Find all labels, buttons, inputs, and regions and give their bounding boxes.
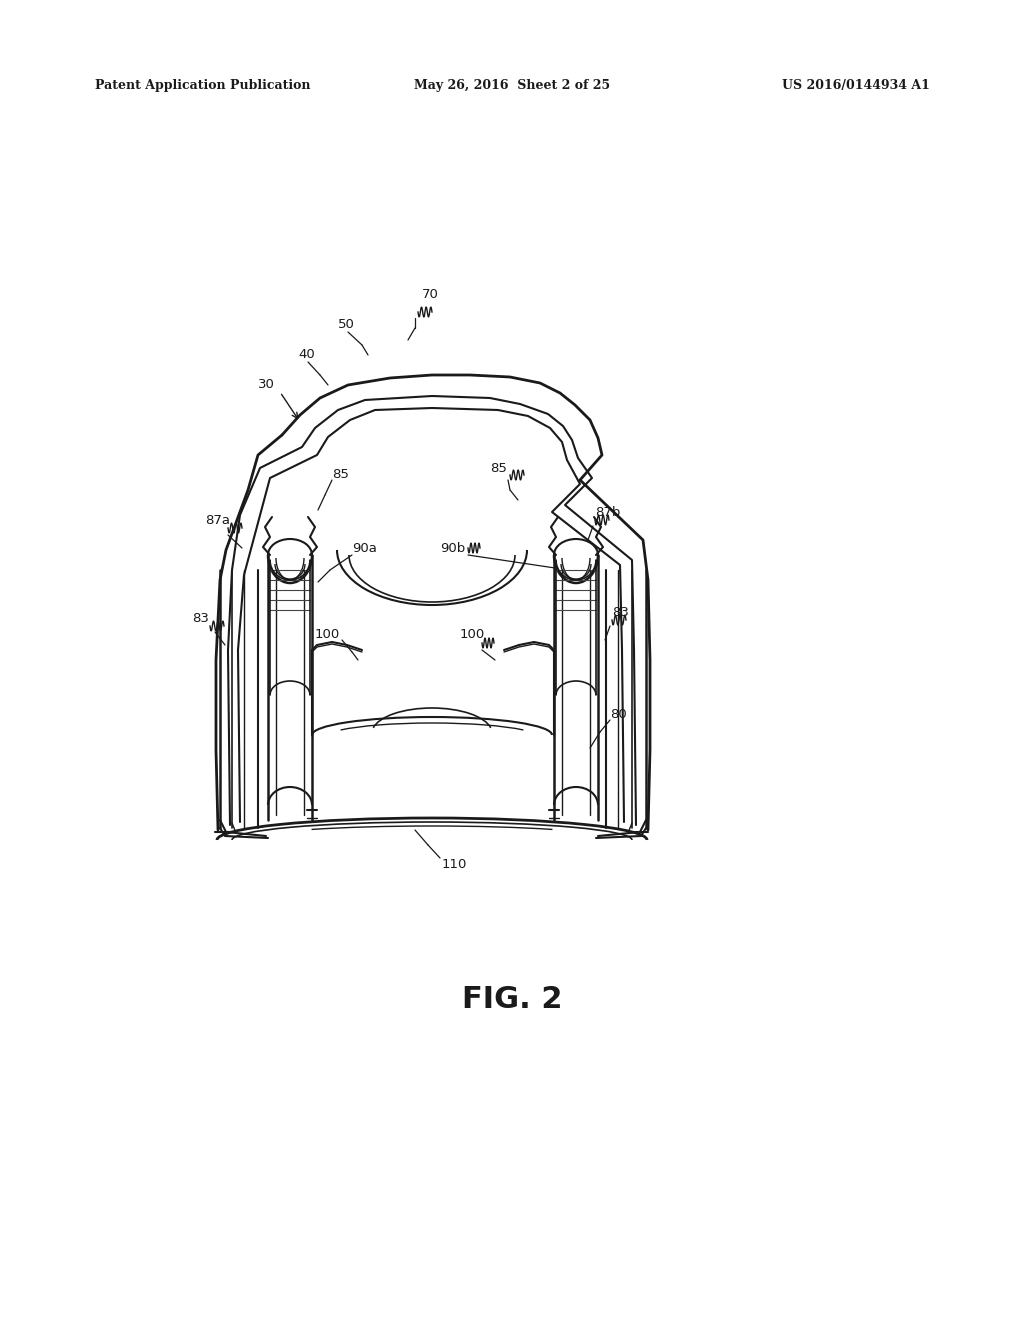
Text: May 26, 2016  Sheet 2 of 25: May 26, 2016 Sheet 2 of 25 xyxy=(414,78,610,91)
Text: 87b: 87b xyxy=(595,506,621,519)
Text: 83: 83 xyxy=(193,611,209,624)
Text: 70: 70 xyxy=(422,289,439,301)
Text: 80: 80 xyxy=(610,709,627,722)
Text: 110: 110 xyxy=(442,858,467,871)
Text: 85: 85 xyxy=(490,462,507,474)
Text: 83: 83 xyxy=(612,606,629,619)
Text: 90a: 90a xyxy=(352,541,377,554)
Text: 87a: 87a xyxy=(205,513,230,527)
Text: 50: 50 xyxy=(338,318,355,331)
Text: FIG. 2: FIG. 2 xyxy=(462,986,562,1015)
Text: 100: 100 xyxy=(314,628,340,642)
Text: 85: 85 xyxy=(332,469,349,482)
Text: Patent Application Publication: Patent Application Publication xyxy=(95,78,310,91)
Text: 40: 40 xyxy=(298,348,314,362)
Text: US 2016/0144934 A1: US 2016/0144934 A1 xyxy=(782,78,930,91)
Text: 100: 100 xyxy=(460,628,485,642)
Text: 30: 30 xyxy=(258,379,274,392)
Text: 90b: 90b xyxy=(440,541,465,554)
